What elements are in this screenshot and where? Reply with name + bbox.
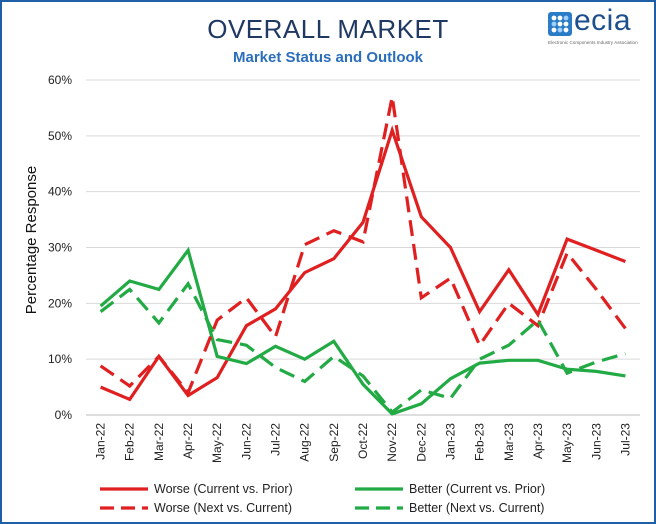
x-tick-label: Feb-23 (473, 423, 487, 461)
y-tick-label: 10% (48, 352, 72, 366)
chart-subtitle: Market Status and Outlook (232, 49, 424, 66)
x-tick-label: Sep-22 (327, 423, 341, 462)
y-axis-label: Percentage Response (23, 166, 40, 314)
y-tick-label: 0% (55, 408, 73, 422)
series-lines (99, 96, 627, 416)
legend-label: Better (Next vs. Current) (409, 501, 544, 515)
x-tick-label: Oct-22 (356, 423, 370, 459)
x-tick-label: Jan-22 (94, 423, 108, 460)
series-line (99, 125, 626, 402)
y-tick-label: 40% (48, 185, 72, 199)
grid-lines (86, 79, 640, 416)
series-line (99, 246, 626, 416)
y-axis-ticks: 0% 10% 20% 30% 40% 50% 60% (48, 73, 72, 422)
ecia-logo-icon (548, 12, 572, 36)
x-tick-label: Dec-22 (414, 423, 428, 462)
ecia-logo: ecia Electronic Components Industry Asso… (548, 4, 648, 50)
x-tick-label: Nov-22 (385, 423, 399, 462)
x-axis-ticks: Jan-22 Feb-22 Mar-22 Apr-22 May-22 Jun-22 Jul-… (94, 423, 633, 463)
x-tick-label: Jan-23 (443, 423, 457, 460)
x-tick-label: Mar-23 (502, 423, 516, 461)
x-tick-label: Aug-22 (298, 423, 312, 462)
logo-tagline: Electronic Components Industry Associati… (548, 40, 638, 45)
legend-label: Worse (Next vs. Current) (154, 501, 292, 515)
x-tick-label: Mar-22 (152, 423, 166, 461)
x-tick-label: Jul-22 (269, 423, 283, 456)
x-tick-label: Jul-23 (618, 423, 632, 456)
series-line (99, 96, 627, 396)
x-tick-label: Jun-23 (589, 423, 603, 460)
y-tick-label: 50% (48, 129, 72, 143)
x-tick-label: May-22 (210, 423, 224, 463)
legend: Worse (Current vs. Prior) Better (Current… (100, 482, 545, 515)
x-tick-label: Apr-22 (181, 423, 195, 459)
y-tick-label: 20% (48, 296, 72, 310)
x-tick-label: Apr-23 (531, 423, 545, 459)
chart-title: OVERALL MARKET (207, 14, 449, 44)
x-tick-label: May-23 (560, 423, 574, 463)
x-tick-label: Jun-22 (239, 423, 253, 460)
y-tick-label: 30% (48, 241, 72, 255)
legend-label: Better (Current vs. Prior) (409, 482, 545, 496)
legend-label: Worse (Current vs. Prior) (154, 482, 293, 496)
series-line (99, 280, 626, 415)
x-tick-label: Feb-22 (123, 423, 137, 461)
logo-text: ecia (574, 4, 632, 37)
y-tick-label: 60% (48, 73, 72, 87)
